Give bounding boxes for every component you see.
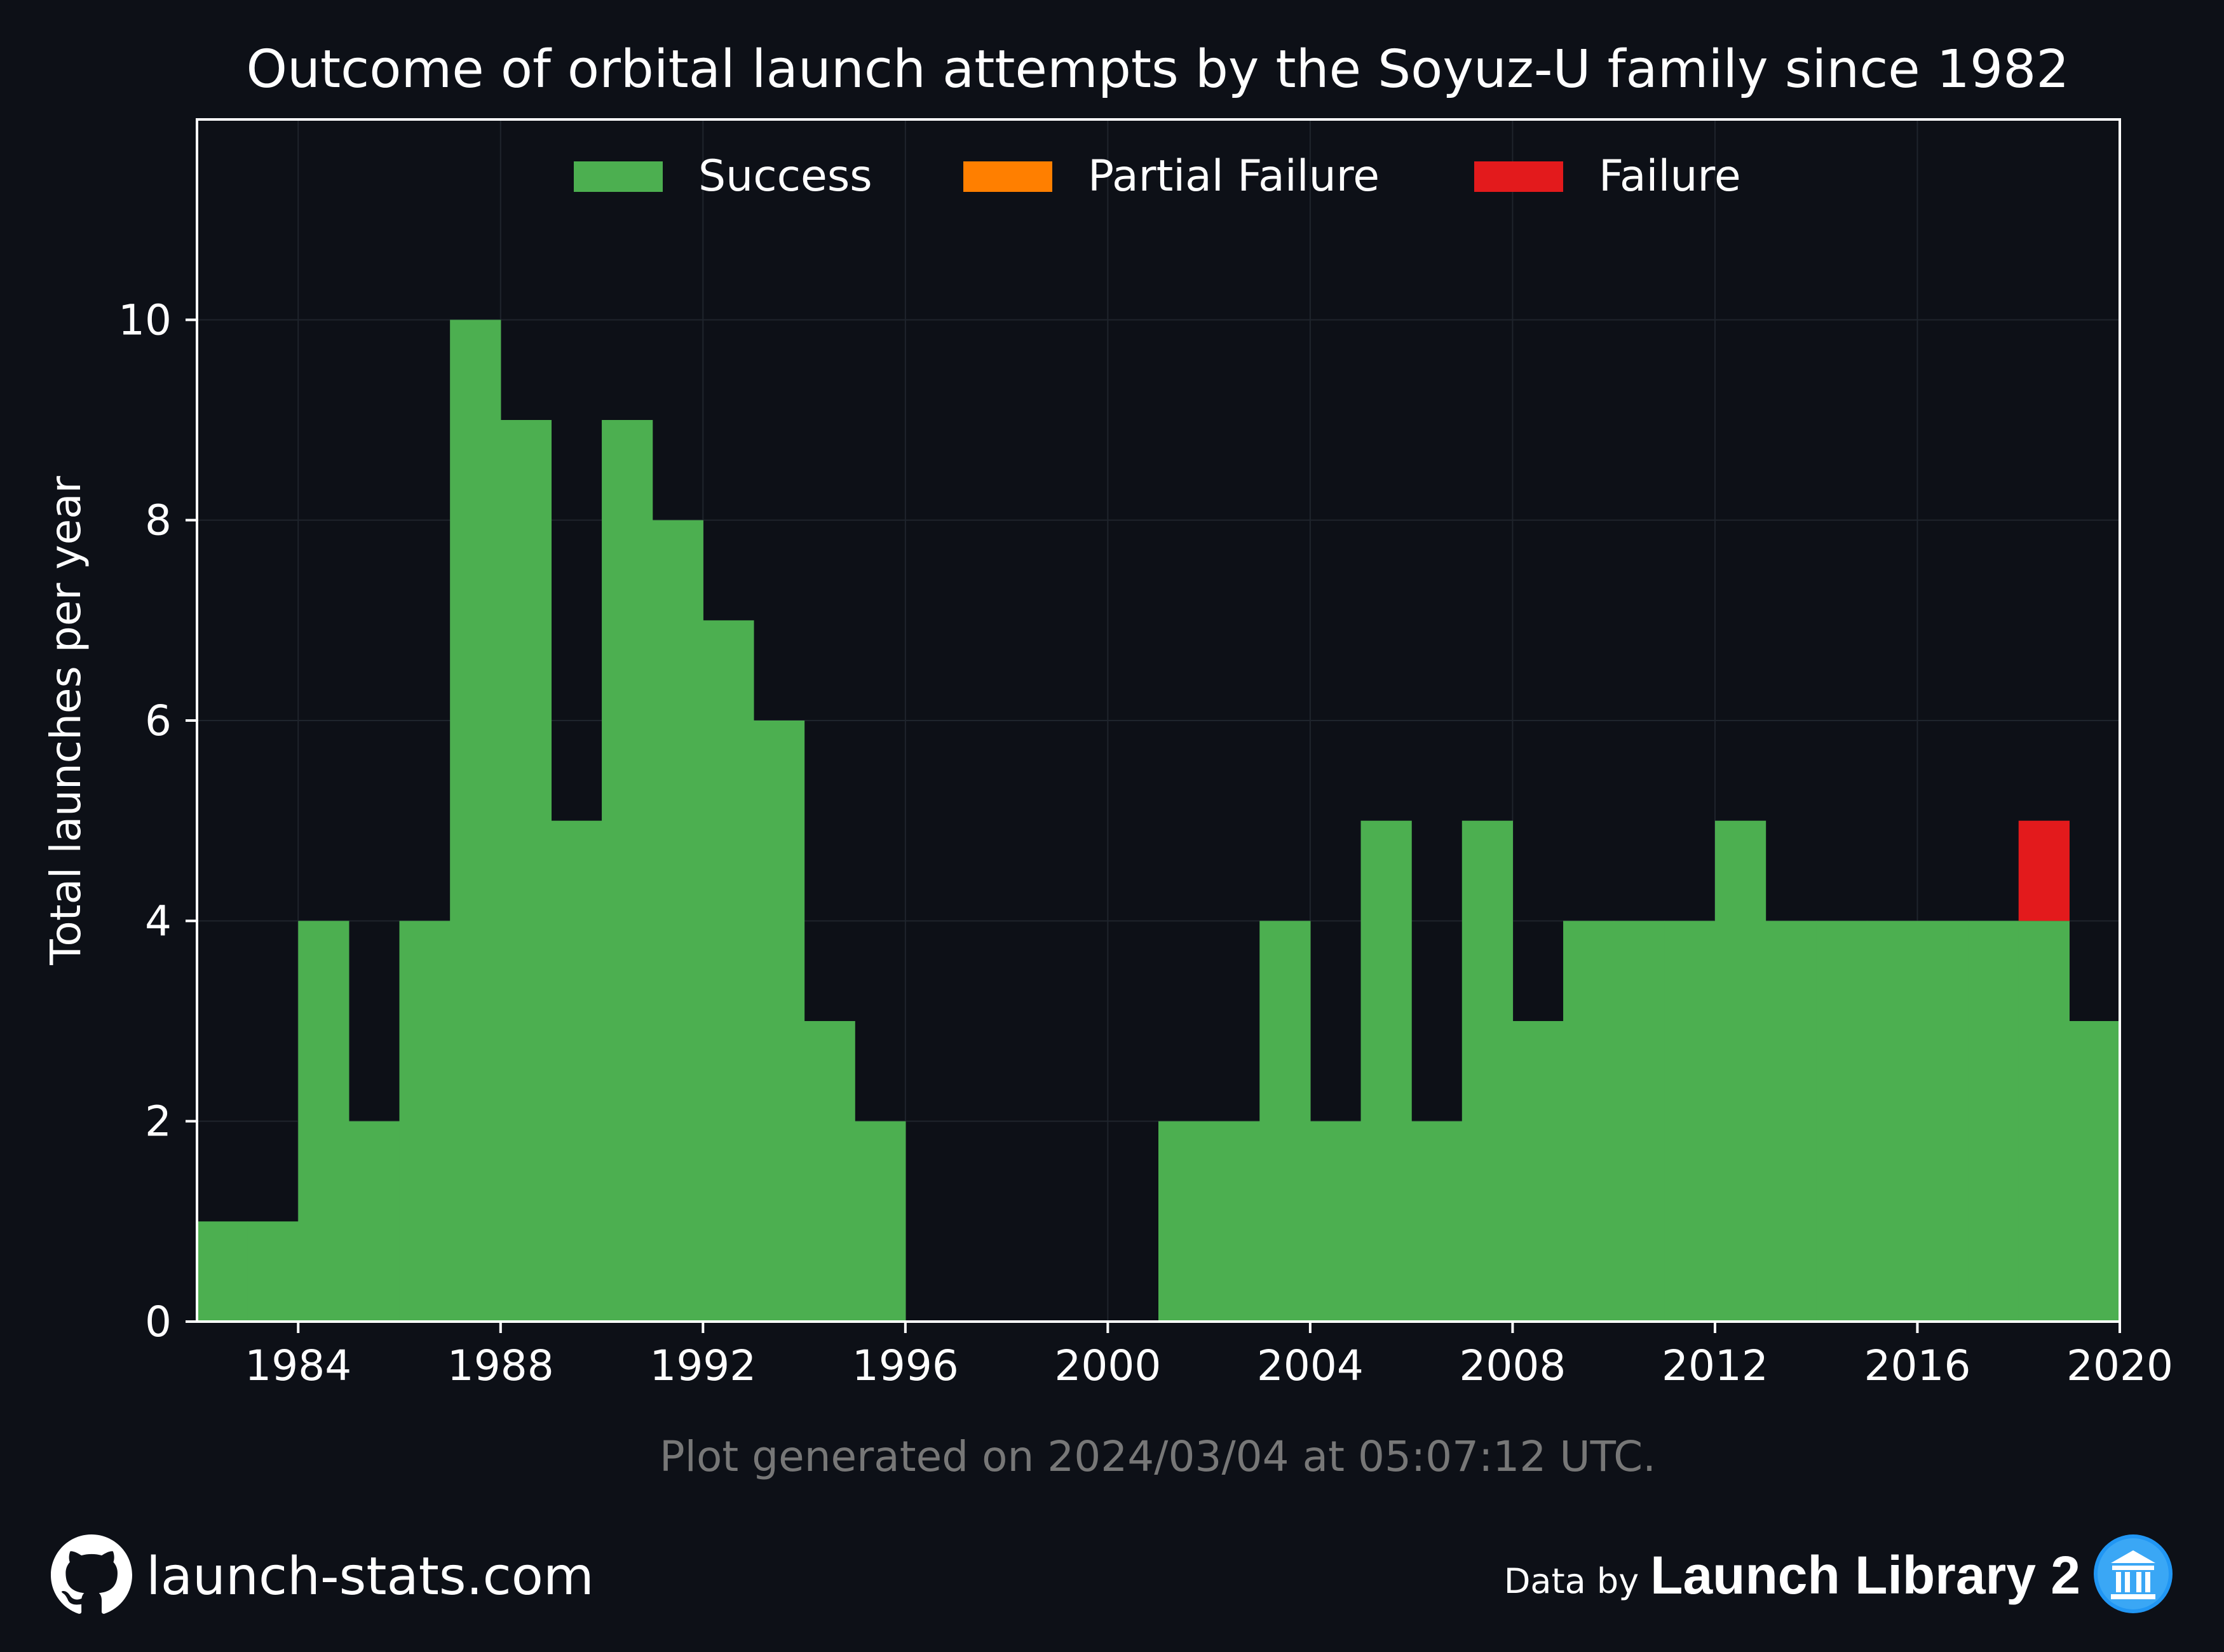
bar-success-1982	[197, 1221, 248, 1322]
legend: Success Partial Failure Failure	[574, 151, 1741, 201]
bar-success-2006	[1411, 1121, 1463, 1322]
data-by-label: Data by	[1503, 1561, 1639, 1601]
y-tick-label: 0	[145, 1297, 172, 1346]
footer-data-source: Data by Launch Library 2	[1504, 1533, 2174, 1618]
x-tick-label: 2016	[1864, 1341, 1970, 1390]
chart-title: Outcome of orbital launch attempts by th…	[247, 39, 2070, 100]
legend-swatch	[574, 161, 663, 192]
bar-success-2003	[1259, 921, 1311, 1322]
launch-library-logo-icon	[2092, 1533, 2174, 1618]
bar-success-2007	[1461, 820, 1514, 1322]
y-tick-label: 2	[145, 1097, 172, 1146]
bar-success-1984	[298, 921, 349, 1322]
y-tick-label: 4	[145, 897, 172, 945]
y-tick-label: 6	[145, 696, 172, 745]
bar-success-2017	[1968, 921, 2019, 1322]
legend-swatch	[963, 161, 1052, 192]
bar-success-2002	[1209, 1121, 1260, 1322]
bar-success-1989	[551, 820, 602, 1322]
legend-item-success: Success	[574, 151, 872, 201]
y-axis-label: Total launches per year	[41, 475, 90, 965]
bar-success-2014	[1816, 921, 1868, 1322]
bar-success-1985	[348, 1121, 400, 1322]
x-axis: 1984 1988 1992 1996 2000 2004 2008 2012 2016 2020	[245, 1322, 2173, 1390]
x-tick-label: 1996	[852, 1341, 959, 1390]
x-tick-label: 1992	[649, 1341, 756, 1390]
x-tick-label: 2008	[1459, 1341, 1566, 1390]
y-tick-label: 8	[145, 496, 172, 545]
x-tick-label: 1988	[447, 1341, 554, 1390]
bar-success-2016	[1917, 921, 1969, 1322]
x-tick-label: 2000	[1054, 1341, 1161, 1390]
plot-caption: Plot generated on 2024/03/04 at 05:07:12…	[660, 1432, 1656, 1481]
bar-success-1990	[602, 420, 653, 1322]
data-source-name: Launch Library 2	[1650, 1545, 2080, 1605]
bar-success-1994	[804, 1021, 855, 1322]
x-tick-label: 2020	[2066, 1341, 2173, 1390]
bar-success-2019	[2069, 1021, 2120, 1322]
bar-failure-2018	[2018, 820, 2070, 921]
x-tick-label: 2012	[1662, 1341, 1768, 1390]
bar-success-2012	[1714, 820, 1766, 1322]
bar-success-1983	[247, 1221, 299, 1322]
bar-success-1995	[855, 1121, 906, 1322]
github-icon	[51, 1534, 132, 1618]
legend-item-partial-failure: Partial Failure	[963, 151, 1380, 201]
bar-success-2005	[1360, 820, 1412, 1322]
bar-success-2018	[2018, 921, 2070, 1322]
bar-success-1986	[399, 921, 451, 1322]
bar-success-2011	[1664, 921, 1716, 1322]
bar-success-2010	[1613, 921, 1665, 1322]
x-tick-label: 1984	[245, 1341, 351, 1390]
bar-success-1993	[753, 721, 805, 1322]
bar-success-2001	[1158, 1121, 1210, 1322]
legend-label: Partial Failure	[1088, 151, 1380, 201]
bar-success-2004	[1310, 1121, 1362, 1322]
x-tick-label: 2004	[1257, 1341, 1364, 1390]
legend-swatch	[1474, 161, 1563, 192]
bar-success-1988	[500, 420, 552, 1322]
legend-label: Success	[698, 151, 872, 201]
y-tick-label: 10	[118, 295, 172, 344]
bar-success-1991	[652, 520, 703, 1322]
bar-success-2015	[1866, 921, 1918, 1322]
bars	[197, 320, 2120, 1322]
bar-success-1992	[703, 620, 754, 1322]
bar-success-2008	[1512, 1021, 1564, 1322]
bar-success-1987	[450, 320, 501, 1322]
legend-label: Failure	[1599, 151, 1741, 201]
y-axis: 0 2 4 6 8 10	[118, 295, 197, 1346]
site-link[interactable]: launch-stats.com	[146, 1546, 594, 1607]
footer-site[interactable]: launch-stats.com	[51, 1534, 594, 1618]
bar-success-2013	[1765, 921, 1817, 1322]
legend-item-failure: Failure	[1474, 151, 1741, 201]
bar-success-2009	[1563, 921, 1615, 1322]
